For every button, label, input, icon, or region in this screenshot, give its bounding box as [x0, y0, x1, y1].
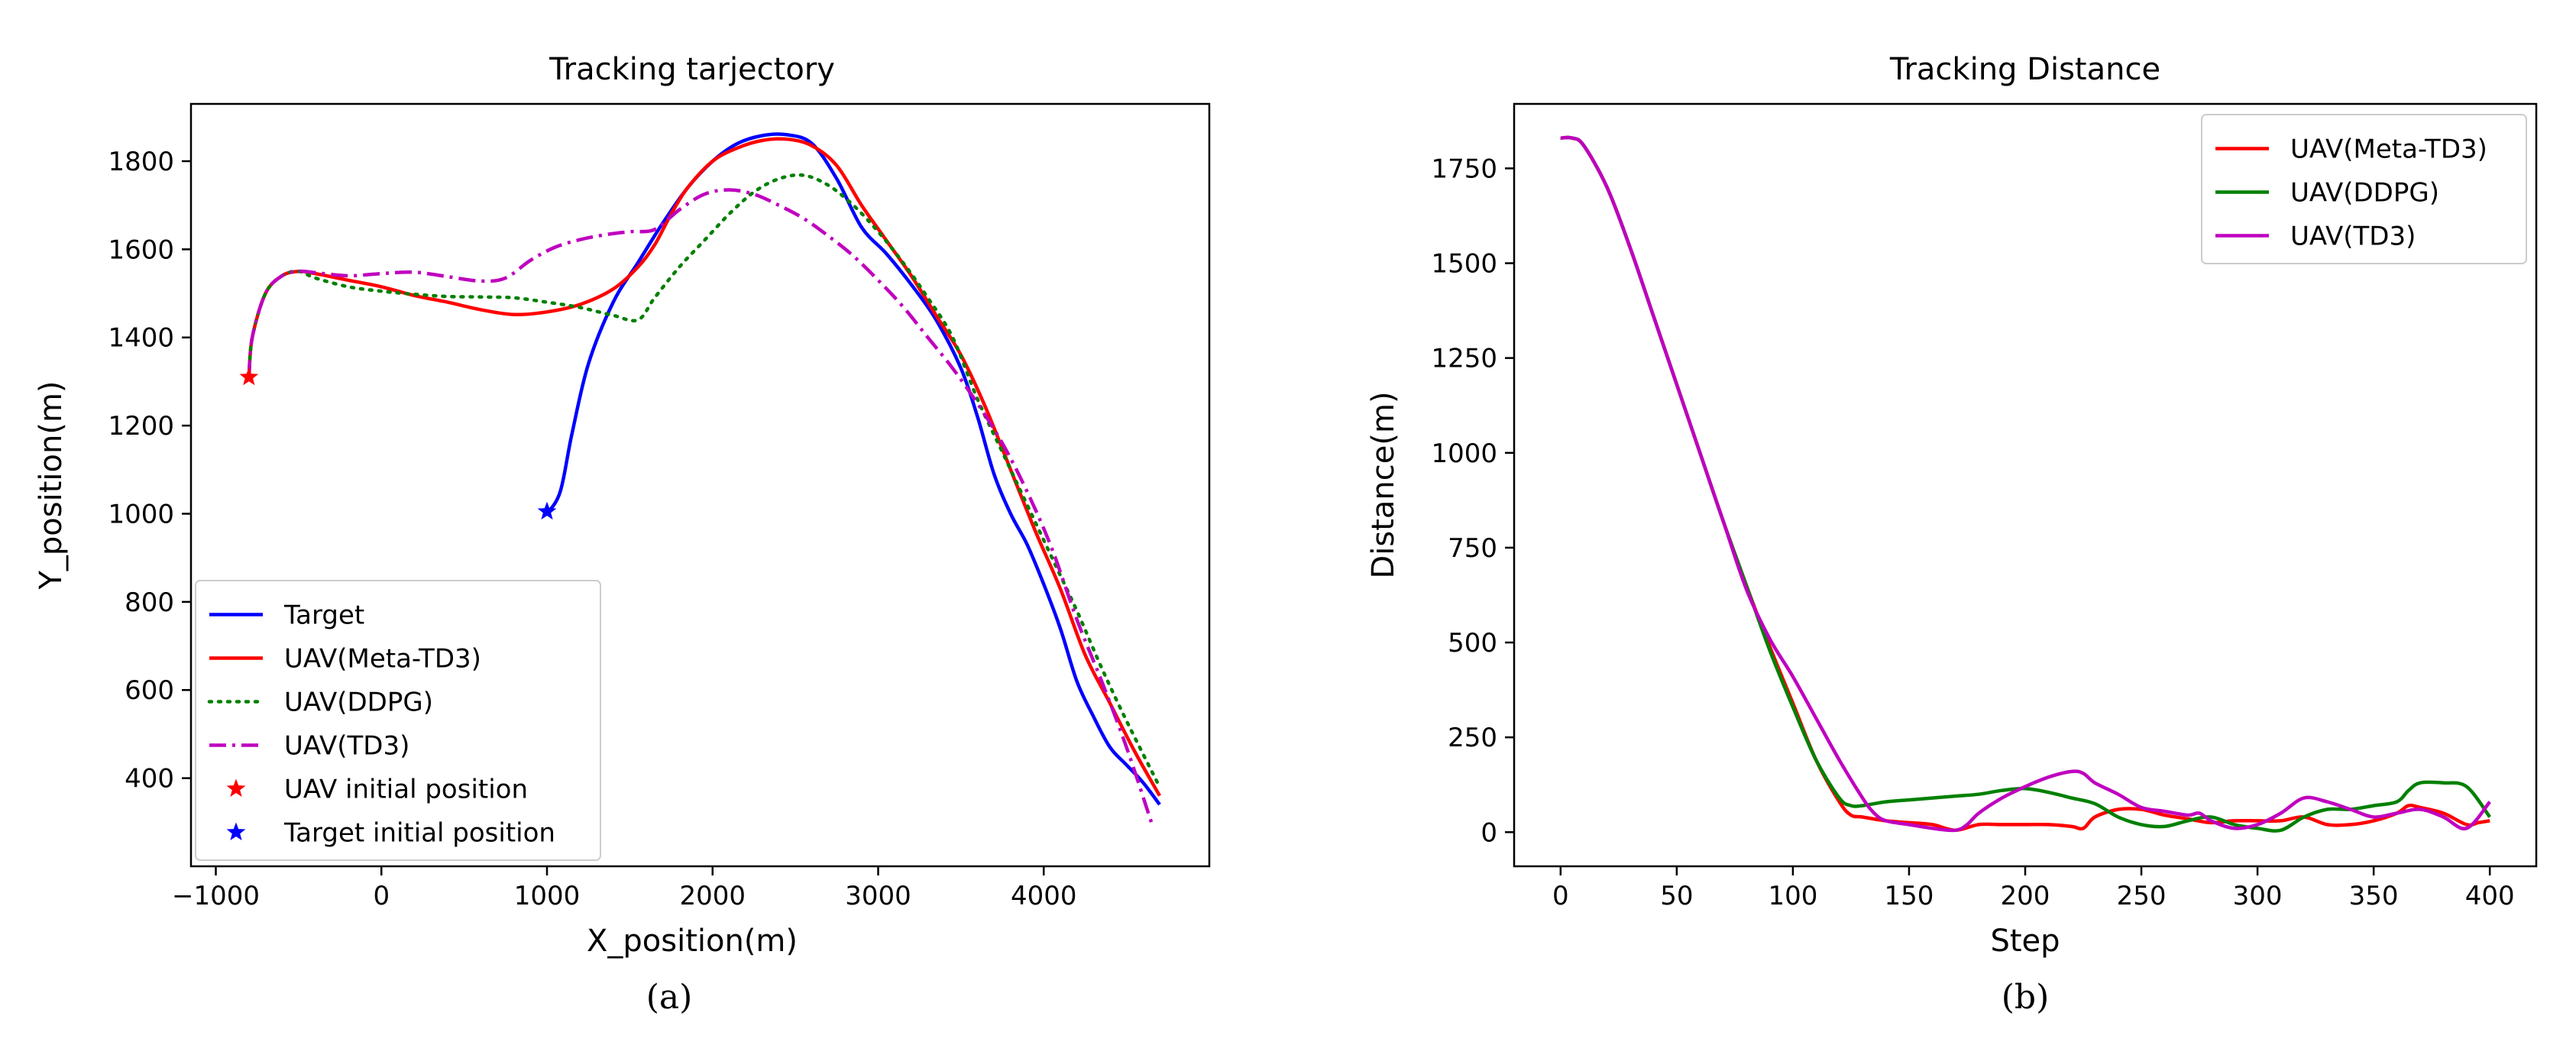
distance-x-tick-label: 150	[1885, 881, 1934, 911]
distance-y-tick-label: 1250	[1431, 344, 1497, 374]
distance-legend-label-uav-td3: UAV(TD3)	[2290, 222, 2416, 252]
trajectory-y-tick-label: 1800	[108, 147, 174, 177]
trajectory-x-tick-label: −1000	[172, 881, 260, 911]
trajectory-y-tick-label: 1600	[108, 235, 174, 265]
trajectory-marker-target-initial-position	[537, 501, 557, 520]
distance-y-tick-label: 500	[1448, 628, 1497, 659]
trajectory-y-tick-label: 800	[125, 587, 174, 618]
distance-x-tick-label: 50	[1660, 881, 1693, 911]
trajectory-legend-label-target-initial-position: Target initial position	[283, 818, 555, 849]
trajectory-x-tick-label: 4000	[1011, 881, 1077, 911]
trajectory-y-tick-label: 600	[125, 675, 174, 706]
trajectory-x-tick-label: 0	[373, 881, 390, 911]
distance-legend-label-uav-ddpg: UAV(DDPG)	[2290, 178, 2439, 209]
trajectory-y-tick-label: 1200	[108, 411, 174, 442]
distance-y-tick-label: 0	[1481, 817, 1497, 848]
trajectory-marker-uav-initial-position	[239, 367, 259, 386]
trajectory-y-tick-label: 1400	[108, 323, 174, 354]
trajectory-y-axis-label: Y_position(m)	[34, 380, 69, 590]
trajectory-legend: Target UAV(Meta-TD3) UAV(DDPG) UAV(TD3) UAV …	[195, 580, 601, 861]
trajectory-legend-handle-target-initial-position	[226, 822, 246, 840]
trajectory-series-uav-meta-td3	[247, 137, 1161, 797]
distance-chart: Tracking Distance 0 50 100 150 200 250 300 350 4…	[1366, 52, 2538, 1017]
trajectory-y-tick-label: 400	[125, 764, 174, 794]
distance-x-tick-label: 200	[2001, 881, 2050, 911]
trajectory-plot-frame	[189, 102, 1211, 868]
distance-x-tick-label: 300	[2233, 881, 2283, 911]
trajectory-x-tick-label: 1000	[514, 881, 581, 911]
trajectory-legend-label-uav-meta-td3: UAV(Meta-TD3)	[284, 644, 481, 675]
distance-legend: UAV(Meta-TD3) UAV(DDPG) UAV(TD3)	[2201, 114, 2527, 264]
trajectory-x-tick-label: 2000	[679, 881, 746, 911]
distance-y-tick-label: 250	[1448, 723, 1497, 753]
trajectory-series-target	[545, 132, 1161, 806]
distance-y-tick-label: 1000	[1431, 438, 1497, 469]
distance-x-tick-label: 250	[2117, 881, 2167, 911]
trajectory-legend-box	[195, 580, 601, 861]
trajectory-chart-title: Tracking tarjectory	[549, 52, 835, 87]
trajectory-legend-handle-uav-initial-position	[226, 778, 246, 797]
distance-series-uav-td3	[1560, 135, 2491, 833]
distance-legend-box	[2201, 114, 2527, 264]
distance-y-tick-label: 1750	[1431, 154, 1497, 184]
trajectory-x-tick-label: 3000	[845, 881, 911, 911]
trajectory-legend-label-uav-td3: UAV(TD3)	[284, 731, 409, 762]
trajectory-x-axis-label: X_position(m)	[587, 924, 798, 959]
distance-x-axis-label: Step	[1990, 924, 2060, 959]
distance-plot-frame	[1513, 102, 2538, 868]
distance-x-tick-label: 100	[1768, 881, 1817, 911]
trajectory-series-uav-ddpg	[247, 173, 1162, 789]
trajectory-legend-label-uav-ddpg: UAV(DDPG)	[284, 688, 433, 718]
distance-caption: (b)	[2002, 978, 2050, 1017]
distance-y-tick-label: 1500	[1431, 249, 1497, 280]
trajectory-legend-label-target: Target	[283, 600, 364, 631]
trajectory-legend-label-uav-initial-position: UAV initial position	[284, 775, 528, 805]
trajectory-y-tick-label: 1000	[108, 499, 174, 529]
distance-x-tick-label: 400	[2465, 881, 2515, 911]
distance-x-tick-label: 350	[2349, 881, 2399, 911]
distance-legend-label-uav-meta-td3: UAV(Meta-TD3)	[2290, 134, 2487, 165]
trajectory-chart: Tracking tarjectory −1000 0 1000 2000 3000 40…	[34, 52, 1211, 1017]
distance-y-tick-label: 750	[1448, 533, 1497, 564]
distance-chart-title: Tracking Distance	[1889, 52, 2160, 87]
distance-y-axis-label: Distance(m)	[1366, 391, 1401, 578]
trajectory-series-uav-td3	[247, 188, 1154, 824]
distance-x-tick-label: 0	[1552, 881, 1569, 911]
trajectory-caption: (a)	[646, 978, 693, 1017]
